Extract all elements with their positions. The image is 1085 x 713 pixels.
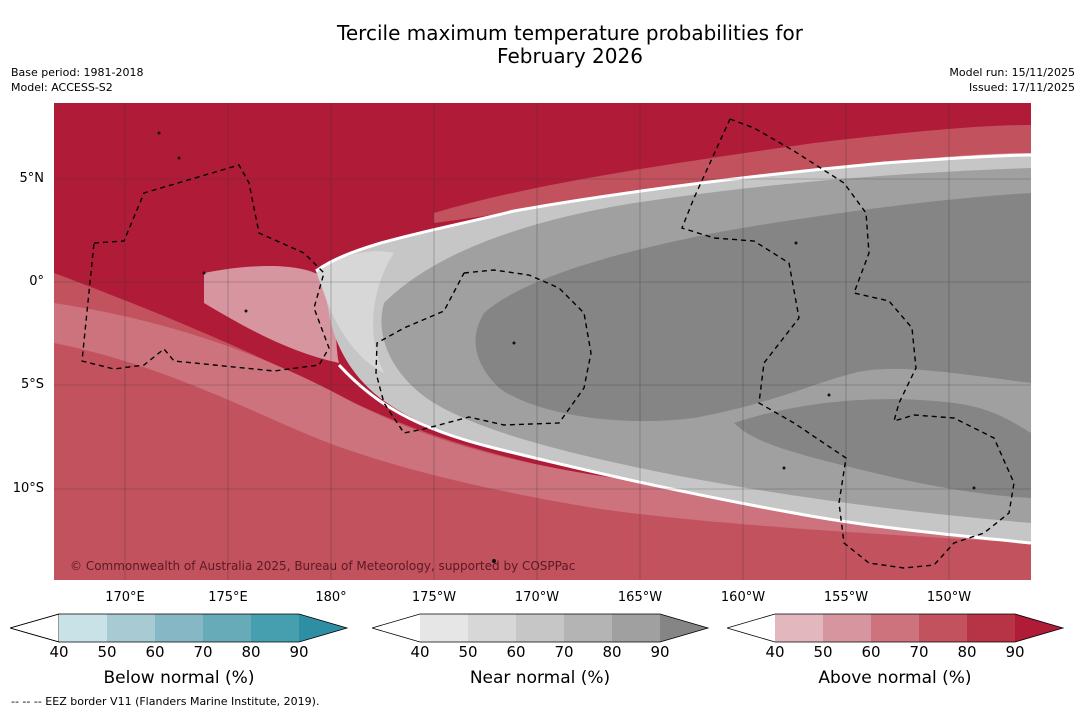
lon-label-165w: 165°W — [617, 590, 663, 605]
colorbar-above-extend-low — [727, 614, 775, 642]
lat-label-10s: 10°S — [12, 481, 44, 496]
colorbar-below-normal — [10, 613, 349, 643]
above-tick-90: 90 — [1005, 643, 1025, 661]
near-tick-40: 40 — [410, 643, 430, 661]
colorbar-near-extend-high — [660, 614, 708, 642]
model-name: Model: ACCESS-S2 — [11, 81, 113, 94]
colorbar-below-extend-high — [299, 614, 347, 642]
above-50-band — [204, 266, 339, 363]
above-tick-40: 40 — [765, 643, 785, 661]
lon-label-160w: 160°W — [720, 590, 766, 605]
below-tick-60: 60 — [145, 643, 165, 661]
below-tick-40: 40 — [49, 643, 69, 661]
island-dot — [827, 393, 831, 397]
near-normal-90-east — [734, 399, 1031, 498]
lon-label-180: 180° — [315, 590, 347, 605]
near-tick-80: 80 — [602, 643, 622, 661]
colorbar-below-swatch-4 — [203, 614, 251, 642]
island-dot — [244, 309, 248, 313]
above-normal-label: Above normal (%) — [818, 668, 972, 688]
near-tick-50: 50 — [458, 643, 478, 661]
eez-footnote: -- -- -- EEZ border V11 (Flanders Marine… — [11, 695, 320, 708]
below-normal-label: Below normal (%) — [103, 668, 255, 688]
near-tick-90: 90 — [650, 643, 670, 661]
below-tick-90: 90 — [289, 643, 309, 661]
lat-label-5s: 5°S — [20, 377, 44, 392]
above-tick-60: 60 — [861, 643, 881, 661]
colorbar-below-outline — [10, 613, 349, 643]
meta-right: Model run: 15/11/2025 Issued: 17/11/2025 — [949, 65, 1075, 95]
colorbar-below-swatch-1 — [59, 614, 107, 642]
lat-label-5n: 5°N — [19, 171, 45, 186]
probability-map — [54, 103, 1031, 580]
eez-border-phoenix — [375, 269, 592, 434]
colorbar-above-swatch-1 — [775, 614, 823, 642]
colorbar-above-swatch-3 — [871, 614, 919, 642]
above-tick-50: 50 — [813, 643, 833, 661]
colorbar-below-swatch-3 — [155, 614, 203, 642]
colorbar-below-swatch-5 — [251, 614, 299, 642]
colorbar-near-swatch-1 — [420, 614, 468, 642]
below-tick-70: 70 — [193, 643, 213, 661]
above-tick-80: 80 — [957, 643, 977, 661]
near-normal-90 — [475, 193, 1031, 422]
lat-label-0: 0° — [29, 274, 44, 289]
issued-date: Issued: 17/11/2025 — [968, 81, 1075, 94]
title-line-1: Tercile maximum temperature probabilitie… — [337, 21, 803, 45]
below-tick-50: 50 — [97, 643, 117, 661]
near-normal-label: Near normal (%) — [469, 668, 611, 688]
island-dot — [202, 271, 206, 275]
island-dot — [794, 241, 798, 245]
colorbar-near-outline — [372, 613, 710, 643]
island-dot — [782, 466, 786, 470]
lon-label-155w: 155°W — [823, 590, 869, 605]
colorbar-near-normal — [372, 613, 710, 643]
category-boundary-north — [315, 153, 1031, 273]
copyright-notice: © Commonwealth of Australia 2025, Bureau… — [70, 559, 576, 573]
lon-label-170e: 170°E — [105, 590, 145, 605]
colorbar-above-extend-high — [1015, 614, 1063, 642]
colorbar-below-swatch-2 — [107, 614, 155, 642]
colorbar-near-swatch-5 — [612, 614, 660, 642]
island-dot — [492, 559, 496, 563]
island-dot — [157, 131, 161, 135]
colorbar-near-swatch-2 — [468, 614, 516, 642]
colorbar-above-outline — [727, 613, 1065, 643]
above-tick-70: 70 — [909, 643, 929, 661]
lon-label-170w: 170°W — [514, 590, 560, 605]
lon-label-175e: 175°E — [208, 590, 248, 605]
colorbar-near-swatch-4 — [564, 614, 612, 642]
colorbar-above-swatch-4 — [919, 614, 967, 642]
graticule — [54, 103, 1031, 580]
colorbar-below-extend-low — [10, 613, 60, 643]
lon-label-150w: 150°W — [926, 590, 972, 605]
colorbar-above-normal — [727, 613, 1065, 643]
island-dot — [972, 486, 976, 490]
colorbar-above-swatch-2 — [823, 614, 871, 642]
base-period: Base period: 1981-2018 — [11, 66, 144, 79]
lon-label-175w: 175°W — [411, 590, 457, 605]
island-dot — [512, 341, 516, 345]
model-run: Model run: 15/11/2025 — [949, 66, 1075, 79]
map-title: Tercile maximum temperature probabilitie… — [0, 22, 1085, 68]
above-south-70-fill — [54, 363, 1031, 580]
colorbar-near-swatch-3 — [516, 614, 564, 642]
islands — [157, 131, 976, 563]
eez-border-kiribati-gilbert — [81, 164, 330, 372]
colorbar-near-extend-low — [372, 614, 420, 642]
title-line-2: February 2026 — [497, 44, 643, 68]
island-dot — [177, 156, 181, 160]
colorbar-above-swatch-5 — [967, 614, 1015, 642]
category-boundary-south — [337, 363, 1031, 545]
eez-border-line-islands — [681, 118, 1015, 569]
near-normal-50-west — [316, 251, 394, 373]
near-tick-60: 60 — [506, 643, 526, 661]
meta-left: Base period: 1981-2018 Model: ACCESS-S2 — [11, 65, 143, 95]
below-tick-80: 80 — [241, 643, 261, 661]
near-tick-70: 70 — [554, 643, 574, 661]
eez-borders — [81, 118, 1015, 569]
